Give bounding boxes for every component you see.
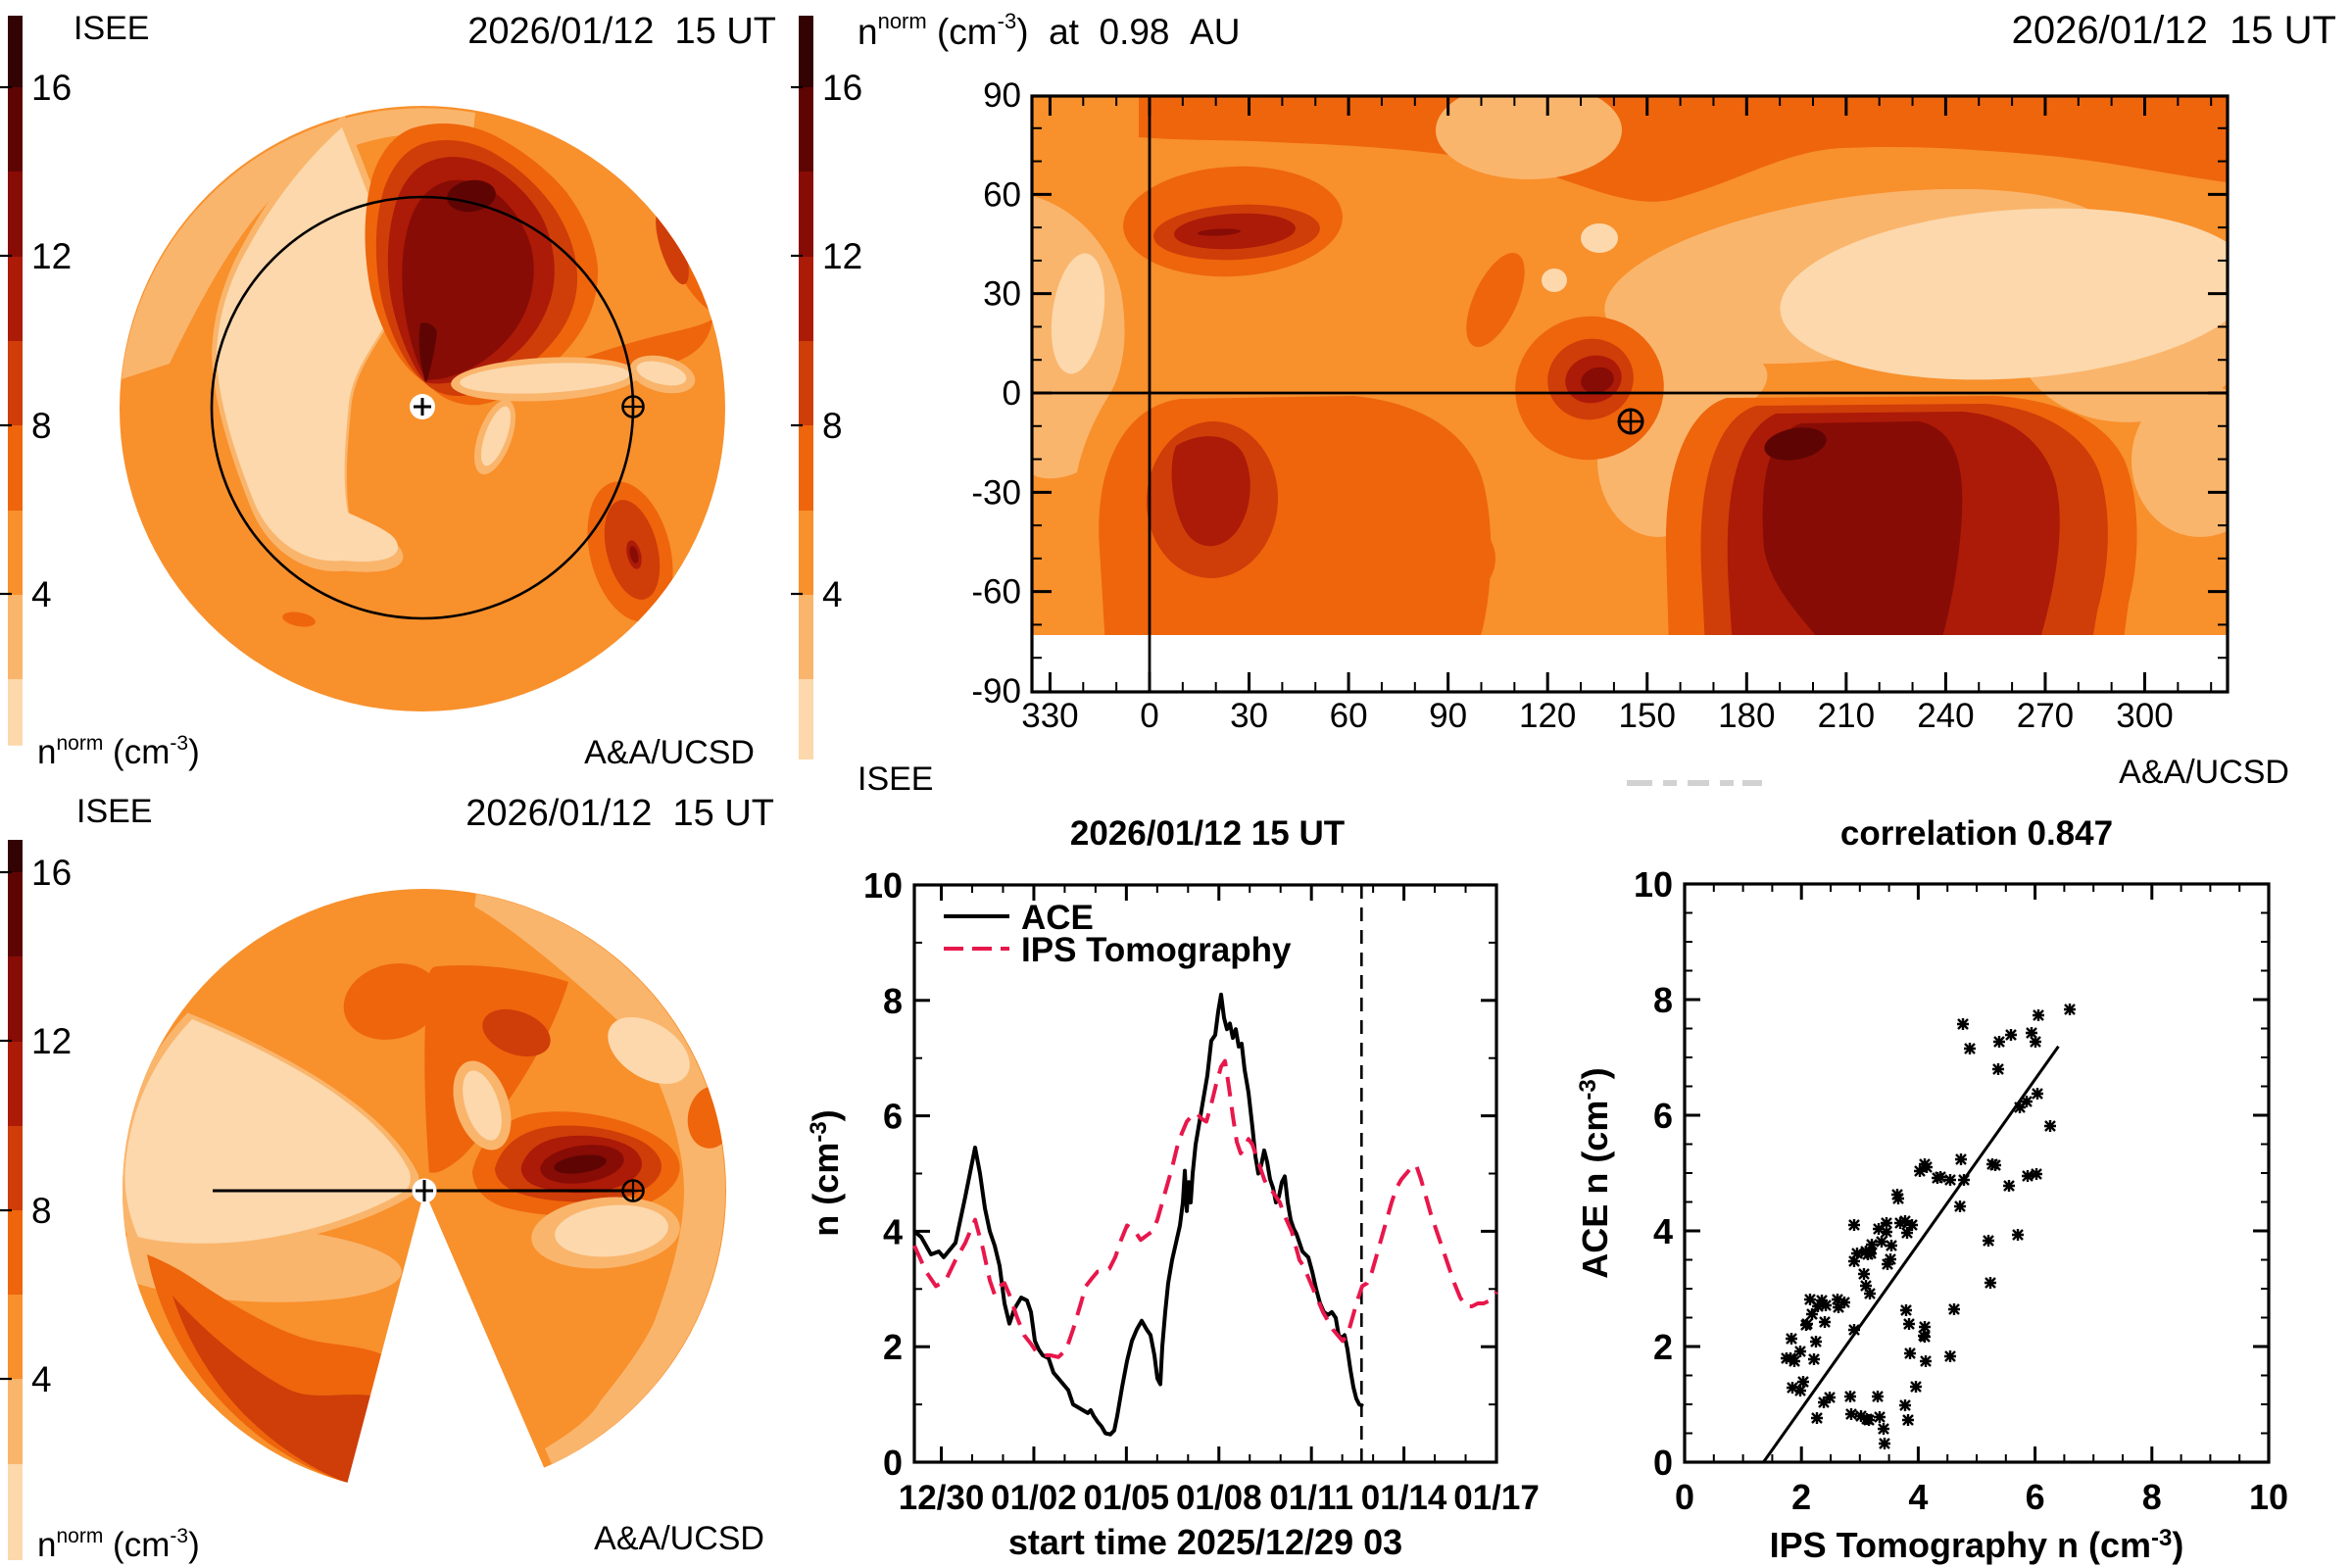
svg-text:6: 6	[2026, 1477, 2045, 1517]
svg-text:01/14: 01/14	[1361, 1479, 1447, 1517]
svg-text:01/11: 01/11	[1269, 1479, 1353, 1517]
svg-text:2026/01/12 15 UT: 2026/01/12 15 UT	[1070, 814, 1345, 853]
svg-text:10: 10	[1634, 864, 1673, 905]
svg-text:2026/01/12 15 UT: 2026/01/12 15 UT	[467, 11, 776, 52]
svg-text:6: 6	[1653, 1096, 1673, 1136]
svg-text:4: 4	[1908, 1477, 1928, 1517]
svg-text:nnorm (cm-3): nnorm (cm-3)	[37, 732, 200, 771]
svg-text:6: 6	[883, 1097, 903, 1137]
svg-text:210: 210	[1818, 697, 1875, 735]
svg-text:16: 16	[822, 68, 862, 108]
svg-text:120: 120	[1519, 697, 1576, 735]
svg-text:nnorm (cm-3): nnorm (cm-3)	[37, 1525, 200, 1564]
svg-text:01/05: 01/05	[1084, 1479, 1170, 1517]
svg-text:2: 2	[883, 1327, 903, 1367]
svg-text:240: 240	[1917, 697, 1974, 735]
svg-text:A&A/UCSD: A&A/UCSD	[2119, 754, 2289, 791]
svg-text:12: 12	[31, 1021, 72, 1061]
svg-text:8: 8	[883, 981, 903, 1021]
svg-text:4: 4	[1653, 1211, 1673, 1251]
svg-text:01/02: 01/02	[991, 1479, 1077, 1517]
svg-text:150: 150	[1619, 697, 1676, 735]
svg-text:A&A/UCSD: A&A/UCSD	[584, 734, 755, 771]
svg-text:IPS Tomography: IPS Tomography	[1021, 931, 1292, 969]
svg-text:8: 8	[822, 406, 843, 446]
svg-text:270: 270	[2017, 697, 2074, 735]
svg-text:16: 16	[31, 68, 72, 108]
svg-text:330: 330	[1021, 697, 1078, 735]
svg-text:IPS Tomography n (cm-3): IPS Tomography n (cm-3)	[1770, 1525, 2184, 1565]
svg-text:ACE n (cm-3): ACE n (cm-3)	[1575, 1067, 1615, 1278]
svg-text:ISEE: ISEE	[858, 760, 933, 798]
svg-text:n (cm-3): n (cm-3)	[806, 1109, 846, 1236]
svg-text:0: 0	[1003, 374, 1021, 413]
svg-text:nnorm (cm-3) at 0.98 AU: nnorm (cm-3) at 0.98 AU	[858, 9, 1240, 52]
svg-text:30: 30	[983, 275, 1021, 314]
svg-text:01/08: 01/08	[1176, 1479, 1262, 1517]
svg-text:4: 4	[31, 1359, 52, 1399]
svg-text:2026/01/12 15 UT: 2026/01/12 15 UT	[2012, 9, 2336, 52]
svg-text:8: 8	[31, 406, 52, 446]
svg-text:12: 12	[822, 236, 862, 276]
svg-text:180: 180	[1718, 697, 1775, 735]
svg-text:0: 0	[883, 1443, 903, 1483]
svg-text:4: 4	[883, 1211, 903, 1251]
svg-text:0: 0	[1675, 1477, 1694, 1517]
svg-text:-30: -30	[971, 473, 1021, 512]
svg-text:16: 16	[31, 853, 72, 893]
svg-text:10: 10	[863, 865, 903, 906]
svg-text:4: 4	[822, 574, 843, 614]
svg-text:-60: -60	[971, 573, 1021, 612]
svg-text:8: 8	[2142, 1477, 2162, 1517]
svg-text:A&A/UCSD: A&A/UCSD	[594, 1520, 764, 1557]
svg-text:ISEE: ISEE	[74, 10, 149, 47]
svg-text:12/30: 12/30	[899, 1479, 985, 1517]
svg-text:start time 2025/12/29 03: start time 2025/12/29 03	[1008, 1522, 1402, 1562]
svg-text:ISEE: ISEE	[76, 793, 152, 830]
svg-text:2026/01/12 15 UT: 2026/01/12 15 UT	[466, 793, 774, 834]
svg-text:01/17: 01/17	[1453, 1479, 1540, 1517]
svg-text:90: 90	[1429, 697, 1467, 735]
svg-text:0: 0	[1140, 697, 1158, 735]
svg-text:-90: -90	[971, 672, 1021, 710]
svg-text:4: 4	[31, 574, 52, 614]
svg-text:2: 2	[1653, 1327, 1673, 1367]
svg-text:300: 300	[2116, 697, 2173, 735]
svg-text:2: 2	[1791, 1477, 1811, 1517]
svg-text:90: 90	[983, 76, 1021, 115]
svg-text:8: 8	[1653, 980, 1673, 1020]
svg-text:12: 12	[31, 236, 72, 276]
svg-text:60: 60	[1330, 697, 1368, 735]
svg-text:8: 8	[31, 1191, 52, 1231]
svg-text:60: 60	[983, 175, 1021, 214]
svg-text:ACE: ACE	[1021, 899, 1094, 937]
svg-text:0: 0	[1653, 1443, 1673, 1483]
svg-text:10: 10	[2249, 1477, 2288, 1517]
svg-text:30: 30	[1230, 697, 1268, 735]
svg-text:correlation 0.847: correlation 0.847	[1840, 814, 2113, 853]
